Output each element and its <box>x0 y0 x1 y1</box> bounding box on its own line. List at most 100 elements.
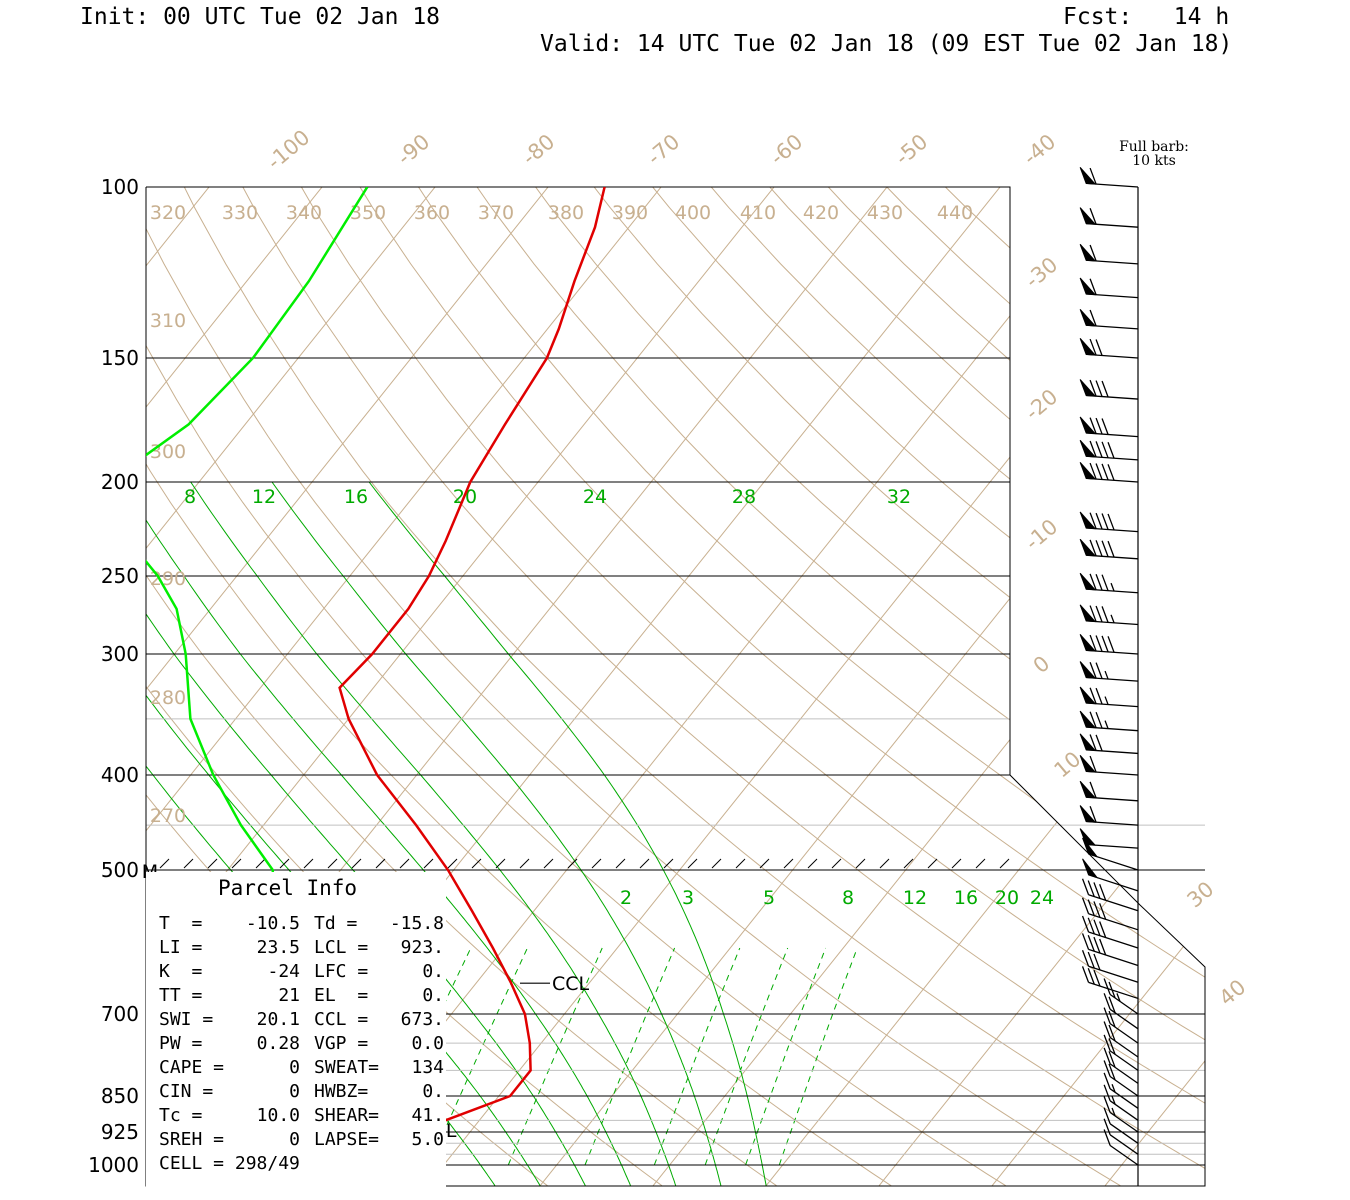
hatch-mark <box>927 858 938 869</box>
temperature-profile <box>338 187 606 1166</box>
parcel-row-field: -15.8 <box>389 913 444 934</box>
isotherm-label: -100 <box>263 125 315 174</box>
parcel-row-field: LCL = <box>314 937 369 958</box>
pressure-label: 850 <box>101 1084 139 1108</box>
hatch-mark <box>375 858 386 869</box>
wind-barb-full <box>1081 878 1090 895</box>
wind-barb-full <box>1095 687 1103 705</box>
isotherm-line <box>146 187 810 1186</box>
isotherm-line <box>878 187 1205 1186</box>
wind-barb-staff <box>1088 913 1139 931</box>
moist-adiabat-line <box>271 481 722 1186</box>
wind-barb-full <box>1089 734 1097 751</box>
isotherm-label: 30 <box>1183 877 1219 913</box>
wind-barb-flag <box>1082 837 1099 858</box>
hatch-mark <box>879 858 890 869</box>
hatch-mark <box>279 858 290 869</box>
wind-barb-flag <box>1079 462 1097 480</box>
parcel-row-field: 20.1 <box>256 1009 300 1030</box>
hatch-mark <box>303 858 314 869</box>
wind-barb-full <box>1089 338 1097 356</box>
wind-barb-flag <box>1079 277 1097 296</box>
wind-barb-flag <box>1079 308 1097 327</box>
wind-barb-full <box>1095 734 1103 752</box>
pressure-label: 150 <box>101 346 139 370</box>
wind-barb-half <box>1111 1107 1116 1117</box>
wind-barb-flag <box>1079 572 1097 591</box>
wind-barb-full <box>1081 915 1090 933</box>
mixing-ratio-label: 12 <box>903 887 927 909</box>
wind-barb-flag <box>1079 733 1097 752</box>
parcel-row-field: VGP = <box>314 1033 369 1054</box>
wind-barb-full <box>1093 953 1101 971</box>
parcel-row-field: 673. <box>400 1009 444 1030</box>
hatch-mark <box>399 858 410 869</box>
parcel-row-field: K = <box>159 961 203 982</box>
wind-barb-full <box>1089 244 1097 262</box>
barb-legend-line1: Full barb: <box>1119 139 1189 155</box>
wind-barb-staff <box>1088 965 1139 983</box>
wind-barb-full <box>1103 1060 1111 1077</box>
wind-barb-full <box>1089 462 1097 480</box>
pressure-label: 700 <box>101 1002 139 1026</box>
hatch-mark <box>807 858 818 869</box>
wind-barb-full <box>1095 574 1103 591</box>
wind-barb-full <box>1093 919 1101 936</box>
dry-adiabat-label: 360 <box>414 202 450 224</box>
parcel-row-field: 23.5 <box>256 937 300 958</box>
wind-barb-full <box>1101 540 1109 557</box>
barb-legend-line2: 10 kts <box>1132 153 1176 169</box>
hatch-mark <box>759 858 770 869</box>
dry-adiabat-label: 300 <box>150 441 186 463</box>
dry-adiabat-line <box>559 187 1205 1186</box>
wind-barb-full <box>1103 1084 1111 1102</box>
wind-barb-full <box>1081 897 1090 914</box>
isotherm-line <box>0 143 19 1186</box>
parcel-row-field: LAPSE= <box>314 1129 380 1150</box>
isotherm-line <box>426 187 1205 1186</box>
wind-barb-full <box>1089 755 1097 773</box>
hatch-mark <box>855 858 866 869</box>
mixing-ratio-label: 8 <box>842 887 854 909</box>
wind-barb-full <box>1101 513 1109 530</box>
parcel-row-field: SHEAR= <box>314 1105 380 1126</box>
parcel-info-title: Parcel Info <box>218 876 358 900</box>
parcel-row-field: -24 <box>267 961 300 982</box>
parcel-row-field: SREH = <box>159 1129 225 1150</box>
hatch-mark <box>351 858 362 869</box>
hatch-mark <box>663 858 674 869</box>
mixing-ratio-label: 20 <box>995 887 1019 909</box>
hatch-mark <box>591 858 602 869</box>
dry-adiabat-label: 370 <box>478 202 514 224</box>
hatch-mark <box>543 858 554 869</box>
wind-barb-full <box>1107 636 1115 653</box>
wind-barb-half <box>1104 670 1109 680</box>
isotherm-label: -10 <box>1021 514 1063 554</box>
isotherm-line <box>146 187 471 1186</box>
pressure-label: 1000 <box>88 1153 139 1177</box>
wind-barb-full <box>1089 539 1097 557</box>
hatch-mark <box>783 858 794 869</box>
parcel-row-field: -10.5 <box>245 913 300 934</box>
wind-barb-full <box>1089 805 1097 823</box>
wind-barb-flag <box>1079 439 1097 458</box>
mixing-ratio-label: 3 <box>682 887 694 909</box>
wind-barb-full <box>1093 901 1101 918</box>
moist-adiabat-label: 24 <box>583 486 607 508</box>
dry-adiabat-label: 400 <box>675 202 711 224</box>
wind-barb-full <box>1087 935 1095 952</box>
hatch-mark <box>327 858 338 869</box>
hatch-mark <box>687 858 698 869</box>
pressure-label: 400 <box>101 763 139 787</box>
dry-adiabat-label: 270 <box>150 805 186 827</box>
isotherm-label: -90 <box>393 129 435 169</box>
wind-barb-full <box>1101 463 1109 481</box>
parcel-row-field: Tc = <box>159 1105 203 1126</box>
wind-barb-full <box>1089 573 1097 591</box>
wind-barb-flag <box>1079 710 1097 729</box>
isotherm-label: -20 <box>1021 384 1063 424</box>
wind-barb-full <box>1103 1021 1111 1038</box>
wind-barb-full <box>1107 464 1115 481</box>
parcel-row-field: 10.0 <box>256 1105 300 1126</box>
hatch-mark <box>159 858 170 869</box>
